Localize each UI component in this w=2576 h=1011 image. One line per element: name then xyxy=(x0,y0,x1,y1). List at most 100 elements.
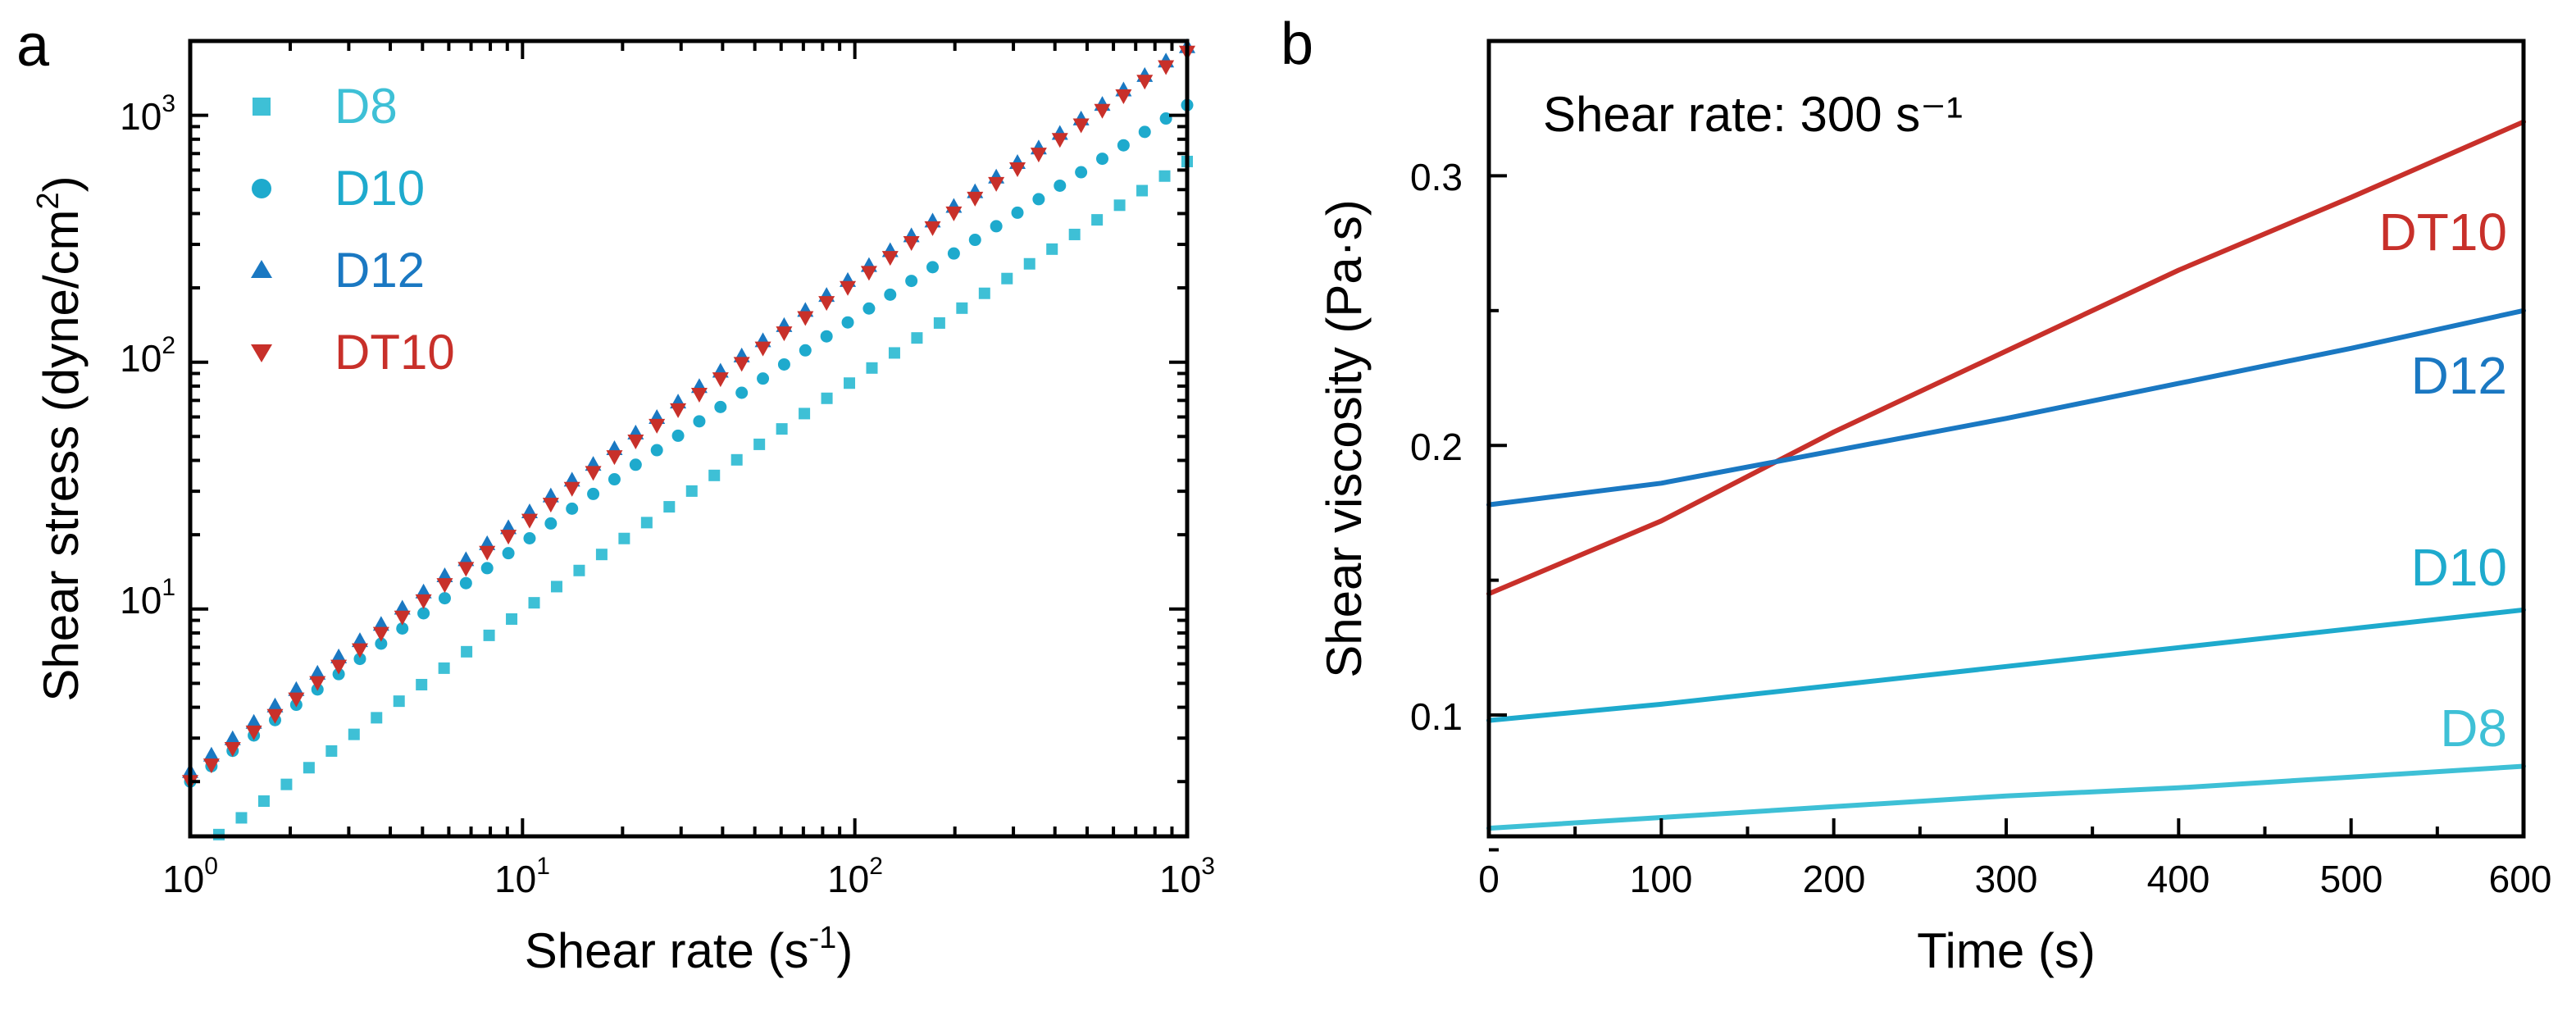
data-point-d8 xyxy=(348,728,360,740)
panel-a-ticks xyxy=(189,39,1189,836)
legend-label-dt10: DT10 xyxy=(335,325,455,380)
data-point-dt10 xyxy=(372,626,389,642)
data-point-dt10 xyxy=(1030,148,1047,163)
panel-b-ytick-1: 0.2 xyxy=(1410,426,1463,468)
data-point-dt10 xyxy=(606,450,623,466)
data-point-dt10 xyxy=(754,341,771,357)
data-point-d10 xyxy=(947,247,960,260)
data-point-d10 xyxy=(905,275,918,288)
data-point-d8 xyxy=(685,485,698,497)
data-point-dt10 xyxy=(288,692,305,708)
data-point-dt10 xyxy=(988,176,1005,192)
panel-b-lines xyxy=(1486,119,2526,831)
data-point-d8 xyxy=(461,645,473,658)
legend-item-d8: D8 xyxy=(253,79,398,134)
data-point-dt10 xyxy=(797,311,814,326)
panel-a-xtick-3: 103 xyxy=(1159,853,1215,900)
data-point-dt10 xyxy=(394,610,411,626)
data-point-dt10 xyxy=(903,235,920,251)
data-point-d8 xyxy=(799,408,811,420)
data-point-d12 xyxy=(351,632,368,648)
data-point-dt10 xyxy=(1009,162,1026,177)
data-point-dt10 xyxy=(436,578,453,594)
data-point-d8 xyxy=(416,678,428,690)
data-point-d8 xyxy=(303,762,315,774)
series-line-d12 xyxy=(1486,307,2526,508)
panel-a-xlabel: Shear rate (s-1) xyxy=(525,921,853,978)
panel-a-marks xyxy=(182,38,1195,840)
data-point-dt10 xyxy=(945,206,963,221)
data-point-d10 xyxy=(438,592,451,605)
panel-b-frame xyxy=(1486,39,2526,839)
data-point-d12 xyxy=(266,697,284,713)
data-point-d10 xyxy=(777,357,790,371)
data-point-d10 xyxy=(693,415,706,428)
data-point-d10 xyxy=(1054,179,1067,192)
legend-label-d8: D8 xyxy=(335,79,398,134)
data-point-dt10 xyxy=(585,466,602,481)
panel-b: b 0 100 200 300 400 500 600 0.1 0.2 0.3 … xyxy=(1281,11,2551,978)
data-point-d8 xyxy=(821,392,833,404)
data-point-dt10 xyxy=(415,594,432,609)
data-point-d8 xyxy=(866,362,878,374)
data-point-dt10 xyxy=(266,708,284,724)
data-point-d10 xyxy=(1117,139,1130,152)
data-point-d10 xyxy=(502,547,515,560)
data-point-d8 xyxy=(1113,199,1126,212)
data-point-d8 xyxy=(933,317,945,329)
data-point-d10 xyxy=(1011,206,1024,219)
data-point-dt10 xyxy=(203,758,220,774)
data-point-dt10 xyxy=(521,513,538,529)
data-point-d8 xyxy=(483,629,495,641)
panel-b-label: b xyxy=(1281,11,1313,77)
data-point-dt10 xyxy=(649,418,666,434)
panel-b-xlabel: Time (s) xyxy=(1917,923,2096,978)
panel-b-xtick-4: 400 xyxy=(2147,858,2210,900)
panel-b-xtick-6: 600 xyxy=(2489,858,2552,900)
series-d8 xyxy=(213,155,1193,840)
data-point-d8 xyxy=(235,812,248,824)
panel-b-annotation: Shear rate: 300 s⁻¹ xyxy=(1543,87,1963,142)
data-point-d8 xyxy=(640,517,653,529)
data-point-dt10 xyxy=(690,387,708,403)
data-point-d8 xyxy=(550,581,562,593)
data-point-d8 xyxy=(573,564,585,576)
legend-marker-d12 xyxy=(251,260,272,278)
data-point-d8 xyxy=(888,347,900,359)
data-point-d10 xyxy=(1032,193,1045,206)
data-point-dt10 xyxy=(1136,75,1154,90)
legend-marker-d8 xyxy=(253,98,271,116)
data-point-d8 xyxy=(506,613,518,625)
data-point-d8 xyxy=(1068,228,1081,240)
data-point-d8 xyxy=(663,501,676,513)
data-point-d10 xyxy=(1159,112,1172,125)
data-point-d8 xyxy=(776,423,788,435)
data-point-d8 xyxy=(753,438,766,450)
data-point-d8 xyxy=(618,532,630,544)
data-point-d10 xyxy=(820,330,833,343)
data-point-d10 xyxy=(884,288,897,301)
panel-b-xtick-1: 100 xyxy=(1630,858,1693,900)
series-d10 xyxy=(184,98,1194,788)
panel-a-xtick-0: 100 xyxy=(162,853,218,900)
data-point-dt10 xyxy=(924,221,941,236)
data-point-dt10 xyxy=(627,434,644,449)
panel-b-ytick-2: 0.3 xyxy=(1410,156,1463,198)
data-point-d12 xyxy=(203,746,220,762)
panel-b-ytick-0: 0.1 xyxy=(1410,695,1463,738)
data-point-d10 xyxy=(671,429,685,442)
legend-marker-dt10 xyxy=(251,344,272,362)
data-point-d10 xyxy=(757,372,770,385)
data-point-d10 xyxy=(566,502,579,515)
series-dt10 xyxy=(182,45,1195,790)
data-point-d8 xyxy=(1091,214,1104,226)
data-point-dt10 xyxy=(351,643,368,658)
data-point-d12 xyxy=(309,664,326,680)
data-point-d10 xyxy=(799,344,812,357)
data-point-d8 xyxy=(438,662,450,674)
data-point-d10 xyxy=(650,444,663,457)
data-point-dt10 xyxy=(309,676,326,691)
panel-a-xtick-1: 101 xyxy=(494,853,550,900)
panel-b-ticks xyxy=(1487,174,2525,852)
data-point-d10 xyxy=(1138,125,1151,139)
